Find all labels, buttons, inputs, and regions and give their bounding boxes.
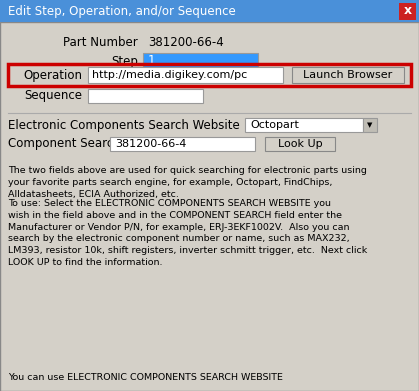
Bar	[143, 53, 258, 69]
Text: 1: 1	[148, 54, 155, 68]
Text: Look Up: Look Up	[278, 139, 322, 149]
Bar	[265, 137, 335, 151]
Bar	[110, 137, 255, 151]
Text: 381200-66-4: 381200-66-4	[148, 36, 224, 48]
Text: ▼: ▼	[367, 122, 372, 128]
Text: 381200-66-4: 381200-66-4	[115, 139, 186, 149]
Text: Component Search: Component Search	[8, 138, 121, 151]
Text: http://media.digikey.com/pc: http://media.digikey.com/pc	[92, 70, 247, 80]
Bar	[245, 118, 363, 132]
Bar	[88, 89, 203, 103]
Text: Edit Step, Operation, and/or Sequence: Edit Step, Operation, and/or Sequence	[8, 5, 236, 18]
Bar	[399, 3, 416, 20]
Bar	[0, 0, 419, 22]
Text: x: x	[403, 5, 411, 18]
Text: The two fields above are used for quick searching for electronic parts using
you: The two fields above are used for quick …	[8, 166, 367, 199]
Text: Part Number: Part Number	[63, 36, 138, 48]
Bar	[88, 67, 283, 83]
Bar	[8, 64, 411, 86]
Bar	[292, 67, 404, 83]
Text: To use: Select the ELECTRONIC COMPONENTS SEARCH WEBSITE you
wish in the field ab: To use: Select the ELECTRONIC COMPONENTS…	[8, 199, 367, 267]
Text: Step: Step	[111, 54, 138, 68]
Text: You can use ELECTRONIC COMPONENTS SEARCH WEBSITE: You can use ELECTRONIC COMPONENTS SEARCH…	[8, 373, 283, 382]
Text: Octopart: Octopart	[250, 120, 299, 130]
Bar	[363, 118, 377, 132]
Text: Electronic Components Search Website: Electronic Components Search Website	[8, 118, 240, 131]
Text: Sequence: Sequence	[24, 90, 82, 102]
Text: Launch Browser: Launch Browser	[303, 70, 393, 80]
Text: Operation: Operation	[23, 68, 82, 81]
